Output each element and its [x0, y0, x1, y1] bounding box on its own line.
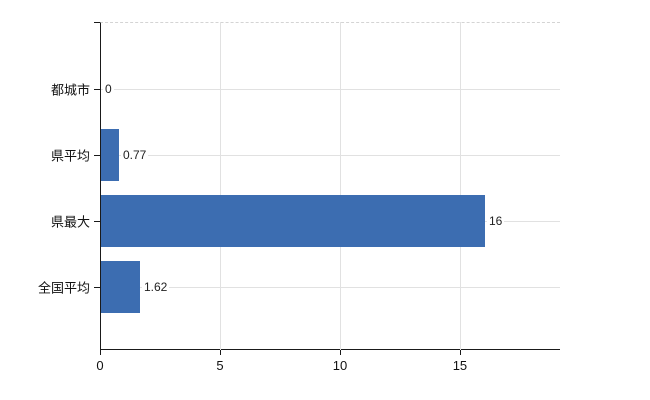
bar-value-label: 1.62: [142, 279, 170, 295]
gridline-horizontal: [101, 155, 560, 156]
bar-value-label: 0: [103, 81, 114, 97]
bar: [101, 261, 140, 313]
y-axis-tick: [94, 89, 100, 90]
x-tick-label: 5: [216, 358, 224, 373]
bar-value-label: 16: [487, 213, 505, 229]
x-axis-tick: [339, 350, 341, 355]
bar-value-label: 0.77: [121, 147, 149, 163]
bar: [101, 195, 485, 247]
x-axis-tick: [219, 350, 221, 355]
y-axis-tick: [94, 155, 100, 156]
gridline-vertical: [219, 22, 221, 350]
category-label: 県平均: [50, 148, 90, 164]
x-axis-tick: [459, 350, 461, 355]
gridline-horizontal: [101, 287, 560, 288]
x-tick-label: 15: [452, 358, 468, 373]
gridline-vertical: [339, 22, 341, 350]
x-axis-tick: [100, 350, 101, 355]
x-tick-label: 0: [96, 358, 104, 373]
category-label: 都城市: [50, 82, 90, 98]
gridline-vertical: [459, 22, 461, 350]
category-label: 全国平均: [37, 280, 90, 296]
y-axis-tick: [94, 287, 100, 288]
x-tick-label: 10: [332, 358, 348, 373]
y-axis-top-tick: [94, 22, 100, 23]
bar: [101, 129, 119, 181]
y-axis-tick: [94, 221, 100, 222]
plot-area: [100, 22, 560, 350]
category-label: 県最大: [50, 214, 90, 230]
gridline-horizontal: [101, 89, 560, 90]
